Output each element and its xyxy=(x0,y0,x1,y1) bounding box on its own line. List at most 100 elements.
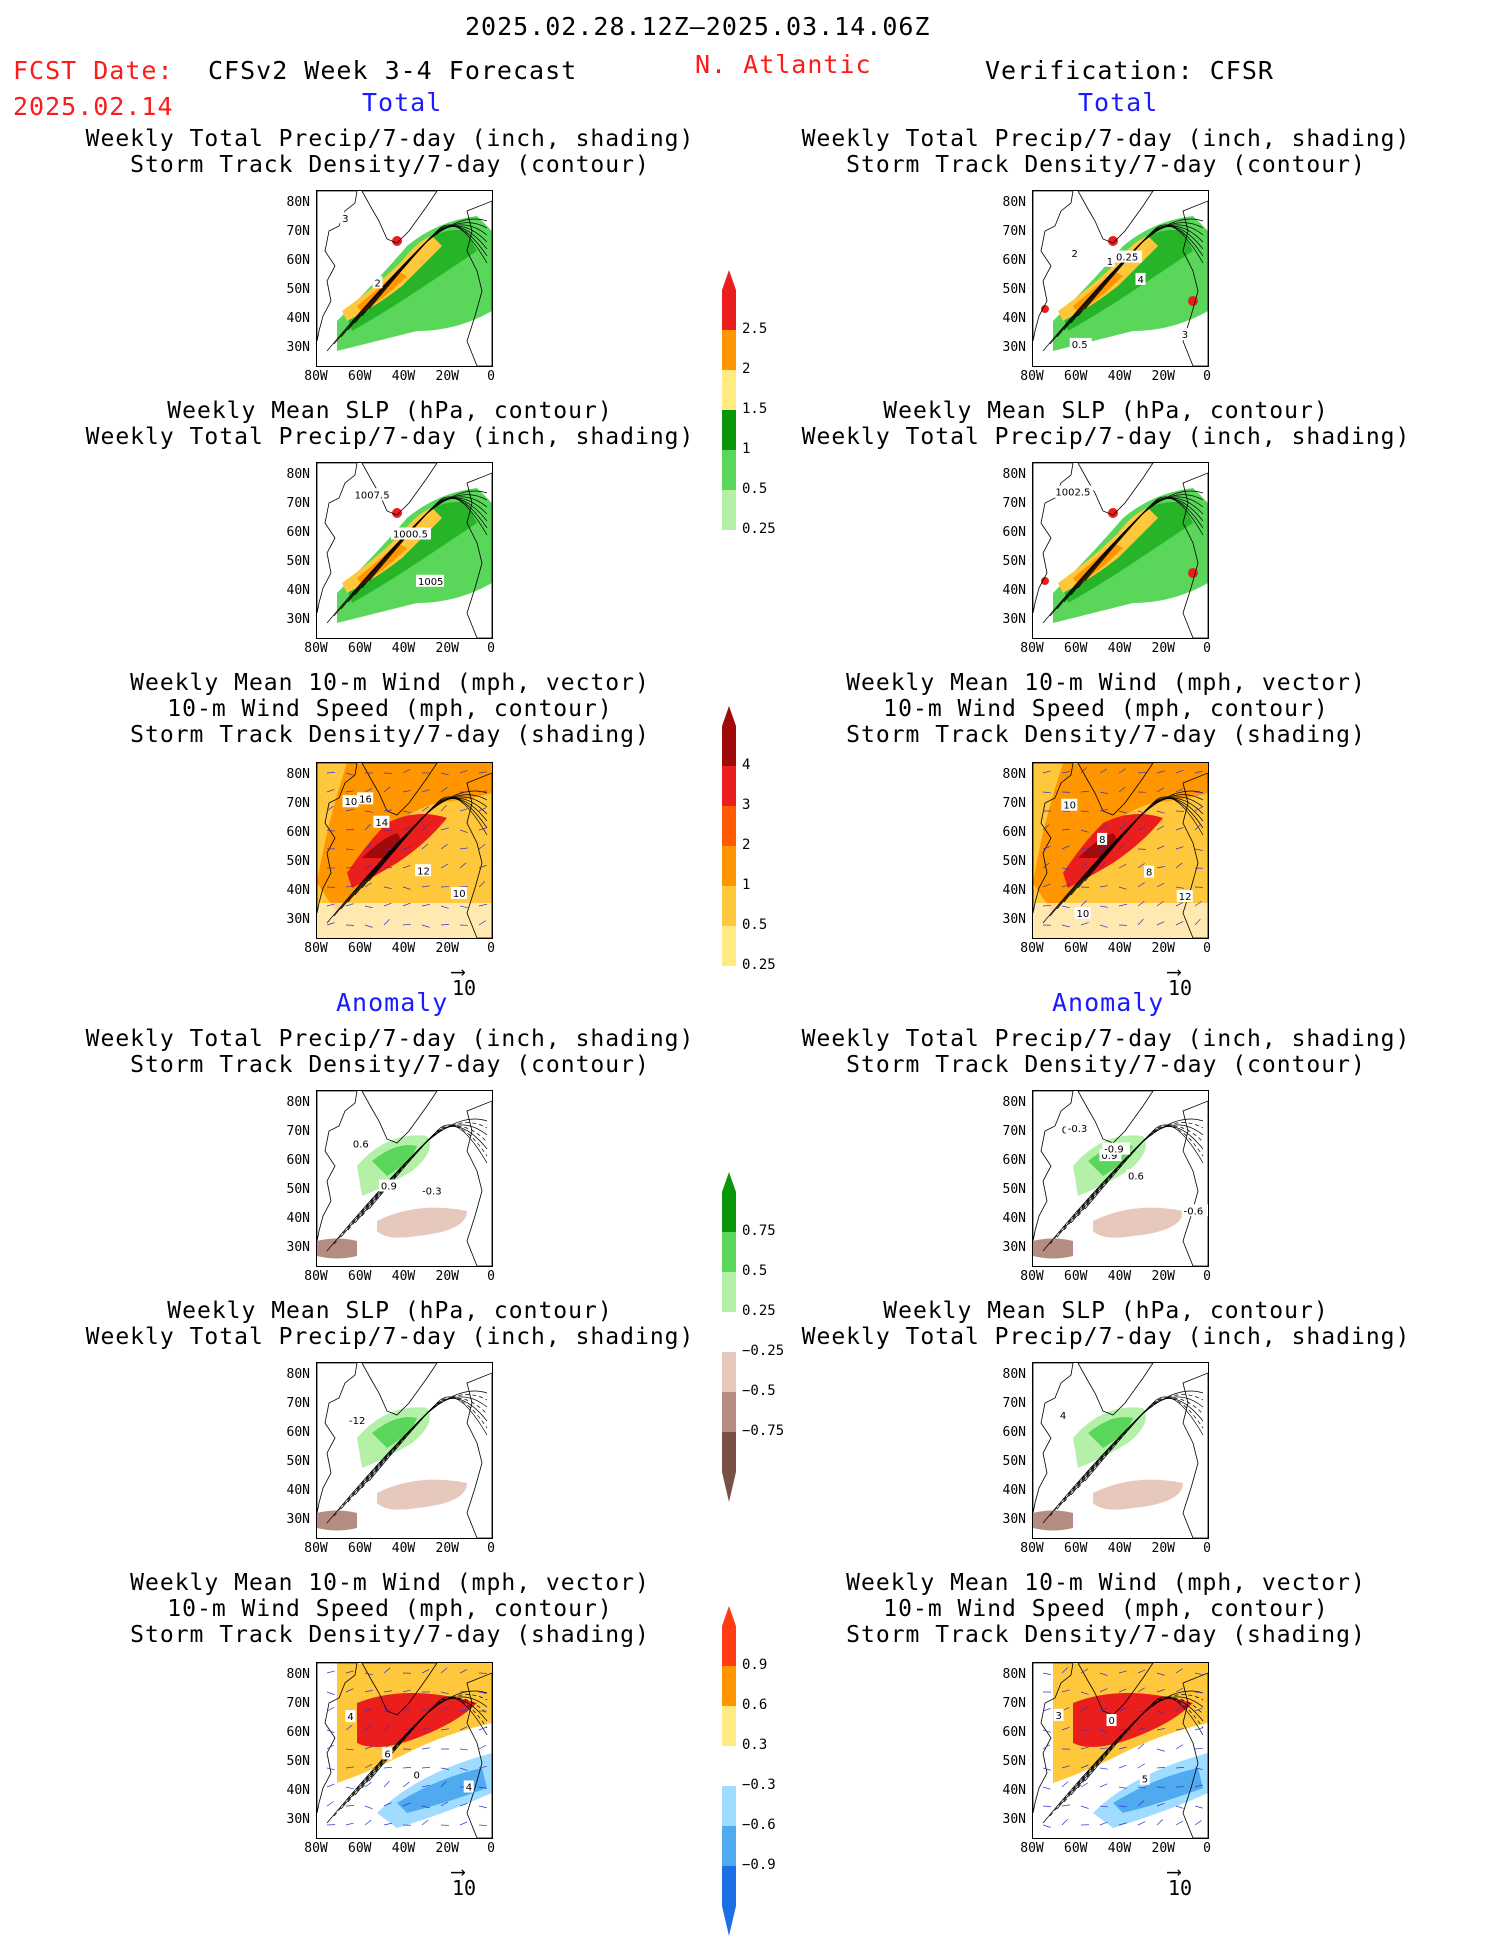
colorbar-segment xyxy=(722,886,736,926)
colorbar-segment xyxy=(722,766,736,806)
contour-label: 6 xyxy=(382,1747,392,1760)
contour-label: -0.3 xyxy=(1066,1122,1094,1135)
lon-label: 20W xyxy=(427,1841,467,1856)
svg-text:0.6: 0.6 xyxy=(353,1140,369,1151)
contour-label: 3 xyxy=(340,212,350,225)
svg-text:-0.9: -0.9 xyxy=(1104,1145,1124,1156)
contour-label: 0.6 xyxy=(351,1138,373,1151)
precip-anom-negative-strong xyxy=(317,1239,357,1259)
contour-label: 4 xyxy=(464,1780,474,1793)
lat-label: 30N xyxy=(984,1812,1026,1827)
lat-label: 30N xyxy=(268,612,310,627)
svg-text:1002.5: 1002.5 xyxy=(1055,488,1090,499)
lon-label: 80W xyxy=(296,1841,336,1856)
coastline xyxy=(467,1101,492,1266)
colorbar-tick-label: −0.3 xyxy=(742,1777,776,1793)
colorbar-segment xyxy=(722,926,736,966)
lat-label: 80N xyxy=(268,767,310,782)
map-canvas: 3 0 5 xyxy=(1033,1663,1208,1838)
lat-label: 80N xyxy=(984,1095,1026,1110)
lat-label: 40N xyxy=(984,1483,1026,1498)
colorbar-tick-label: 0.75 xyxy=(742,1223,776,1239)
title-fc-total-slp: Weekly Mean SLP (hPa, contour)Weekly Tot… xyxy=(60,398,720,450)
svg-text:8: 8 xyxy=(1146,868,1152,879)
lat-label: 70N xyxy=(268,1124,310,1139)
precip-max xyxy=(1108,236,1118,246)
svg-text:1005: 1005 xyxy=(418,577,443,588)
svg-text:16: 16 xyxy=(359,794,372,805)
map-canvas: 0.30.90.6-0.6-0.3-0.9 xyxy=(1033,1091,1208,1266)
lat-label: 80N xyxy=(268,467,310,482)
lat-label: 30N xyxy=(268,1512,310,1527)
title-fc-anom-slp: Weekly Mean SLP (hPa, contour)Weekly Tot… xyxy=(60,1298,720,1350)
svg-text:1: 1 xyxy=(1107,257,1113,268)
colorbar-tick-label: −0.5 xyxy=(742,1383,776,1399)
colorbar-tick-label: −0.25 xyxy=(742,1343,784,1359)
colorbar-top-arrow xyxy=(722,1606,736,1626)
contour-label: 0 xyxy=(1107,1714,1117,1727)
lat-label: 70N xyxy=(268,1396,310,1411)
svg-text:4: 4 xyxy=(1138,275,1144,286)
contour-label: 2 xyxy=(372,276,382,289)
lon-label: 0 xyxy=(1187,641,1227,656)
lat-label: 50N xyxy=(268,1182,310,1197)
colorbar-top-arrow xyxy=(722,270,736,290)
coastline xyxy=(362,1091,437,1143)
lat-label: 70N xyxy=(984,796,1026,811)
lon-label: 80W xyxy=(1012,641,1052,656)
lon-label: 80W xyxy=(296,641,336,656)
precip-anom-negative-strong xyxy=(1033,1511,1073,1531)
contour-label: 12 xyxy=(415,864,431,877)
colorbar-tick-label: 0.5 xyxy=(742,917,767,933)
contour-label: 10 xyxy=(451,887,467,900)
lat-label: 60N xyxy=(984,825,1026,840)
svg-text:4: 4 xyxy=(347,1712,353,1723)
colorbar-segment xyxy=(722,370,736,410)
lat-label: 40N xyxy=(268,1783,310,1798)
contour-label: 1007.5 xyxy=(353,488,393,501)
lon-label: 0 xyxy=(1187,1841,1227,1856)
colorbar-top-arrow xyxy=(722,706,736,726)
svg-text:12: 12 xyxy=(1179,892,1192,903)
lon-label: 20W xyxy=(1143,941,1183,956)
svg-text:2: 2 xyxy=(1071,249,1077,260)
colorbar-bottom-arrow xyxy=(722,1472,736,1502)
colorbar-segment xyxy=(722,410,736,450)
lon-label: 40W xyxy=(1100,1541,1140,1556)
lat-label: 40N xyxy=(984,1783,1026,1798)
colorbar-bottom-arrow xyxy=(722,570,736,600)
arrow-right-icon: ⟶ xyxy=(1168,1866,1192,1876)
lat-label: 80N xyxy=(268,1367,310,1382)
lat-label: 60N xyxy=(268,1725,310,1740)
right-total-label: Total xyxy=(1078,88,1158,117)
map-canvas: 32 xyxy=(317,191,492,366)
contour-label: 0.9 xyxy=(379,1180,401,1193)
contour-label: 2 xyxy=(1069,247,1079,260)
map-obs-total-slp: 1002.5 xyxy=(1032,462,1209,639)
colorbar-tick-label: 0.5 xyxy=(742,1263,767,1279)
verification-label: Verification: CFSR xyxy=(985,56,1274,85)
lat-label: 30N xyxy=(984,1512,1026,1527)
left-total-label: Total xyxy=(362,88,442,117)
lon-label: 80W xyxy=(1012,1269,1052,1284)
map-canvas: -12 xyxy=(317,1363,492,1538)
svg-text:12: 12 xyxy=(417,866,430,877)
lon-label: 0 xyxy=(471,369,511,384)
contour-label: 3 xyxy=(1054,1709,1064,1722)
lat-label: 50N xyxy=(984,554,1026,569)
colorbar-tick-label: 0.25 xyxy=(742,521,776,537)
fcst-date-label: FCST Date: xyxy=(13,56,174,85)
lon-label: 40W xyxy=(384,1841,424,1856)
svg-text:5: 5 xyxy=(1142,1775,1148,1786)
precip-max xyxy=(392,508,402,518)
colorbar-tick-label: 4 xyxy=(742,757,750,773)
svg-text:-0.3: -0.3 xyxy=(1068,1124,1088,1135)
colorbar-svg xyxy=(722,706,782,1046)
lat-label: 40N xyxy=(268,883,310,898)
coastline xyxy=(1033,1091,1073,1241)
lon-label: 80W xyxy=(296,369,336,384)
